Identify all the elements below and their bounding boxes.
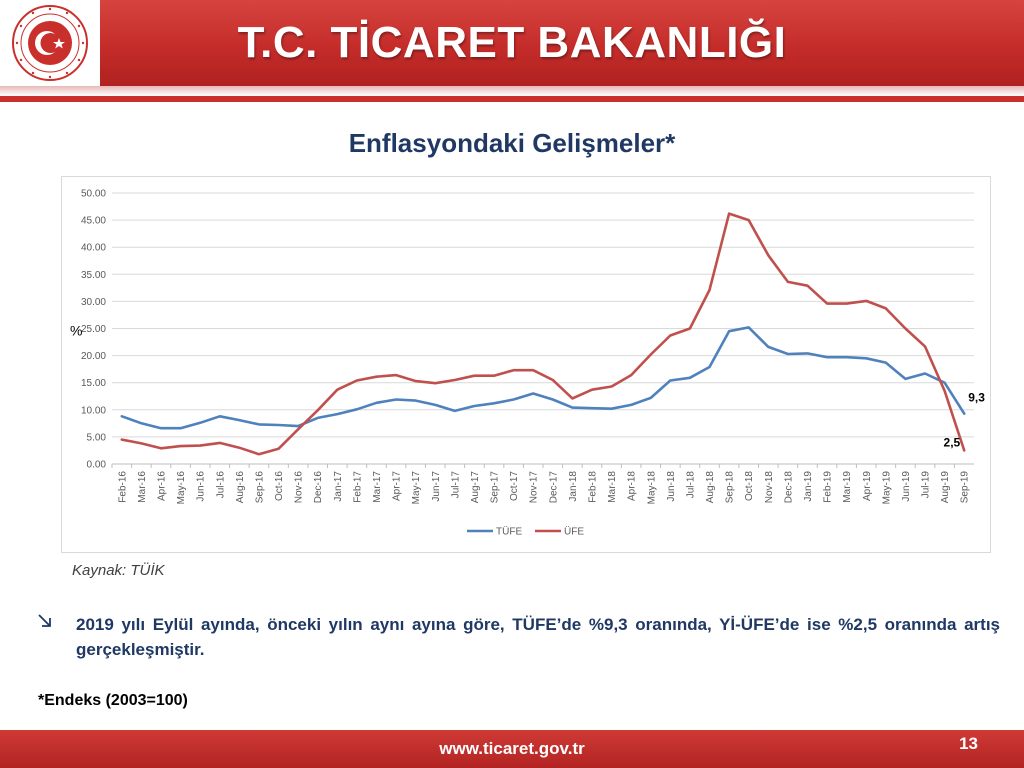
x-tick-label: Jan-19 [803, 471, 814, 502]
x-tick-label: Dec-17 [548, 471, 559, 504]
x-tick-label: Apr-18 [627, 471, 638, 501]
x-tick-label: Dec-18 [783, 471, 794, 504]
x-tick-label: Sep-18 [725, 471, 736, 504]
x-tick-label: Mar-16 [137, 471, 148, 503]
source-note: Kaynak: TÜİK [72, 562, 165, 579]
x-tick-label: Aug-16 [235, 471, 246, 504]
x-tick-label: Jun-18 [666, 471, 677, 502]
y-tick-label: 30.00 [81, 297, 106, 308]
x-tick-label: Feb-19 [823, 471, 834, 503]
x-tick-label: Jul-17 [450, 471, 461, 499]
x-tick-label: Jul-16 [215, 471, 226, 499]
y-tick-label: 0.00 [87, 460, 107, 471]
ministry-seal-logo [12, 5, 88, 81]
x-tick-label: May-16 [176, 471, 187, 505]
x-tick-label: Feb-18 [587, 471, 598, 503]
legend-label: ÜFE [564, 526, 584, 538]
x-tick-label: Jun-19 [901, 471, 912, 502]
x-tick-label: Sep-16 [254, 471, 265, 504]
x-tick-label: Oct-16 [274, 471, 285, 501]
x-tick-label: Jul-18 [685, 471, 696, 499]
legend-label: TÜFE [496, 526, 522, 538]
end-value-label: 2,5 [944, 435, 961, 449]
x-tick-label: Jun-16 [196, 471, 207, 502]
x-tick-label: Oct-17 [509, 471, 520, 501]
x-tick-label: Feb-16 [117, 471, 128, 503]
x-tick-label: Jun-17 [431, 471, 442, 502]
x-tick-label: Jan-17 [333, 471, 344, 502]
arrow-down-right-icon [38, 614, 51, 627]
end-value-label: 9,3 [968, 391, 985, 405]
x-tick-label: Mar-18 [607, 471, 618, 503]
inflation-line-chart: 0.00 5.00 10.00 15.00 20.00 25.00 30.00 35.00 40… [70, 189, 985, 538]
y-tick-label: 5.00 [87, 432, 107, 443]
y-tick-label: 45.00 [81, 216, 106, 227]
x-tick-label: Apr-17 [392, 471, 403, 501]
x-tick-label: Jan-18 [568, 471, 579, 502]
x-tick-label: Nov-18 [764, 471, 775, 504]
x-tick-label: Sep-17 [490, 471, 501, 504]
x-tick-label: Aug-19 [940, 471, 951, 504]
header-bar [0, 0, 1024, 86]
y-axis-label: % [70, 323, 82, 339]
x-tick-label: Dec-16 [313, 471, 324, 504]
x-tick-label: Apr-16 [156, 471, 167, 501]
index-footnote: *Endeks (2003=100) [38, 692, 188, 709]
y-tick-label: 35.00 [81, 270, 106, 281]
x-tick-label: Mar-19 [842, 471, 853, 503]
x-tick-label: May-19 [881, 471, 892, 505]
x-tick-label: May-17 [411, 471, 422, 505]
x-tick-label: Aug-17 [470, 471, 481, 504]
y-tick-label: 20.00 [81, 351, 106, 362]
x-tick-label: Aug-18 [705, 471, 716, 504]
x-tick-label: May-18 [646, 471, 657, 505]
chart-container: 0.00 5.00 10.00 15.00 20.00 25.00 30.00 35.00 40… [61, 176, 991, 553]
y-tick-label: 10.00 [81, 405, 106, 416]
x-tick-label: Mar-17 [372, 471, 383, 503]
y-tick-label: 15.00 [81, 378, 106, 389]
x-tick-label: Nov-16 [294, 471, 305, 504]
footer-bar [0, 730, 1024, 768]
summary-bullet: 2019 yılı Eylül ayında, önceki yılın ayn… [76, 615, 1000, 659]
x-tick-label: Feb-17 [352, 471, 363, 503]
series-line-tufe [120, 326, 966, 430]
header-title: T.C. TİCARET BAKANLIĞI [237, 18, 787, 67]
x-tick-label: Jul-19 [921, 471, 932, 499]
y-tick-label: 25.00 [81, 324, 106, 335]
y-tick-label: 50.00 [81, 189, 106, 200]
footer-url[interactable]: www.ticaret.gov.tr [439, 739, 585, 758]
x-tick-label: Nov-17 [529, 471, 540, 504]
series-line-ufe [120, 212, 966, 456]
slide-title: Enflasyondaki Gelişmeler* [348, 128, 676, 158]
x-tick-label: Sep-19 [960, 471, 971, 504]
y-tick-label: 40.00 [81, 243, 106, 254]
page-number: 13 [959, 734, 978, 753]
header-divider [0, 96, 1024, 102]
header-shadow [0, 86, 1024, 96]
x-tick-label: Oct-18 [744, 471, 755, 501]
x-tick-label: Apr-19 [862, 471, 873, 501]
logo-container [0, 0, 100, 86]
